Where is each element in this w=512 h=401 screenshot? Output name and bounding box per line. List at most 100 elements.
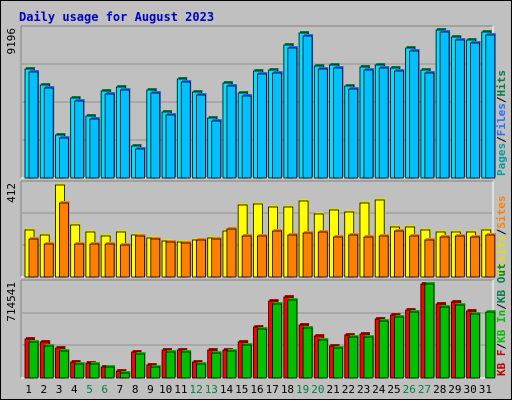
kbytes-bar-kb-in	[348, 336, 359, 379]
visits-bar-sites	[150, 238, 161, 278]
hits-bar-files	[43, 87, 54, 179]
kbytes-bar-kb-in	[287, 299, 298, 379]
kbytes-bar-kb-in	[150, 366, 161, 379]
day-label: 8	[132, 383, 139, 396]
kbytes-bar-kb-in	[89, 363, 100, 379]
visits-bar-sites	[272, 230, 283, 278]
day-label: 19	[296, 383, 309, 396]
kbytes-bar-kb-in	[302, 327, 313, 379]
hits-bar-files	[180, 81, 191, 179]
hits-bar-files	[394, 70, 404, 179]
hits-bar-files	[241, 95, 252, 179]
kbytes-bar-kb-in	[363, 336, 374, 379]
hits-bar-files	[256, 73, 267, 179]
visits-bar-sites	[165, 241, 176, 278]
legend-kb-in: KB In	[495, 310, 508, 343]
day-label: 20	[311, 383, 324, 396]
kbytes-bar-kb-in	[394, 316, 404, 379]
day-label: 25	[387, 383, 400, 396]
kbytes-max-label: 714541	[5, 282, 18, 322]
kbytes-bar-kb-in	[256, 328, 267, 379]
day-label: 28	[433, 383, 446, 396]
visits-bar-sites	[287, 234, 298, 278]
legend-pages: Pages	[495, 143, 508, 176]
visits-bar-sites	[424, 239, 435, 278]
hits-bar-files	[378, 67, 389, 179]
day-label: 7	[117, 383, 124, 396]
kbytes-bar-kb-in	[211, 352, 222, 379]
visits-bar-sites	[378, 235, 389, 278]
hits-bar-files	[409, 50, 420, 179]
hits-bar-files	[28, 71, 39, 179]
visits-bar-sites	[28, 238, 39, 278]
hits-bar-files	[74, 100, 85, 179]
day-label: 15	[235, 383, 248, 396]
visits-bar-sites	[180, 242, 191, 278]
hits-bar-files	[302, 35, 313, 179]
kbytes-bar-kb-in	[378, 320, 389, 379]
hits-bar-files	[348, 88, 359, 179]
day-label: 2	[41, 383, 48, 396]
hits-bar-files	[287, 47, 298, 179]
visits-bar-sites	[59, 202, 69, 278]
chart-title: Daily usage for August 2023	[19, 10, 214, 24]
visits-bar-sites	[135, 235, 145, 278]
visits-bar-sites	[89, 243, 100, 278]
visits-bar-sites	[74, 243, 85, 278]
visits-panel: 412	[5, 180, 496, 278]
kbytes-bar-kb-in	[470, 313, 480, 379]
hits-bar-files	[363, 69, 374, 179]
day-label: 4	[71, 383, 78, 396]
day-label: 30	[464, 383, 477, 396]
hits-bar-files	[135, 148, 145, 179]
hits-bar-files	[196, 94, 206, 179]
day-label: 3	[56, 383, 63, 396]
hits-bar-files	[333, 67, 343, 179]
day-label: 9	[147, 383, 154, 396]
visits-bar-sites	[226, 228, 237, 278]
kbytes-bar-kb-in	[333, 347, 343, 379]
visits-legend: Visits/Sites	[495, 196, 508, 276]
visits-bar-sites	[256, 235, 267, 278]
kbytes-bar-kb-in	[454, 304, 465, 379]
visits-bar-sites	[211, 238, 222, 278]
hits-bar-files	[317, 68, 328, 179]
hits-bar-files	[226, 85, 237, 179]
hits-bar-files	[424, 72, 435, 179]
hits-bar-files	[211, 120, 222, 179]
day-label: 1	[25, 383, 32, 396]
visits-bar-sites	[119, 244, 130, 278]
kbytes-bar-kb-in	[43, 345, 54, 379]
hits-bar-files	[272, 72, 283, 179]
day-label: 14	[220, 383, 234, 396]
visits-bar-sites	[409, 235, 420, 278]
day-label: 26	[403, 383, 416, 396]
day-label: 11	[174, 383, 187, 396]
day-label: 27	[418, 383, 431, 396]
kbytes-bar-kb-in	[104, 366, 115, 379]
day-label: 18	[281, 383, 294, 396]
kbytes-bar-kb-in	[28, 341, 39, 379]
hits-bar-files	[89, 118, 100, 179]
kbytes-bar-kb-in	[439, 306, 450, 379]
hits-bar-files	[104, 93, 115, 179]
day-label: 10	[159, 383, 172, 396]
day-label: 24	[372, 383, 386, 396]
day-label: 17	[266, 383, 279, 396]
visits-bar-sites	[317, 231, 328, 278]
visits-max-label: 412	[5, 183, 18, 203]
hits-bar-files	[470, 42, 480, 179]
visits-bar-sites	[333, 236, 343, 278]
legend-files: Files	[495, 103, 508, 136]
visits-bar-sites	[439, 236, 450, 278]
kbytes-bar-kb-in	[180, 351, 191, 379]
kbytes-bar-kb-in	[226, 350, 237, 379]
day-label: 29	[448, 383, 461, 396]
day-label: 31	[479, 383, 492, 396]
legend-visits: Visits	[495, 235, 508, 275]
day-label: 23	[357, 383, 370, 396]
kbytes-bar-kb-in	[135, 353, 145, 379]
day-label: 6	[101, 383, 108, 396]
visits-bar-sites	[302, 232, 313, 278]
